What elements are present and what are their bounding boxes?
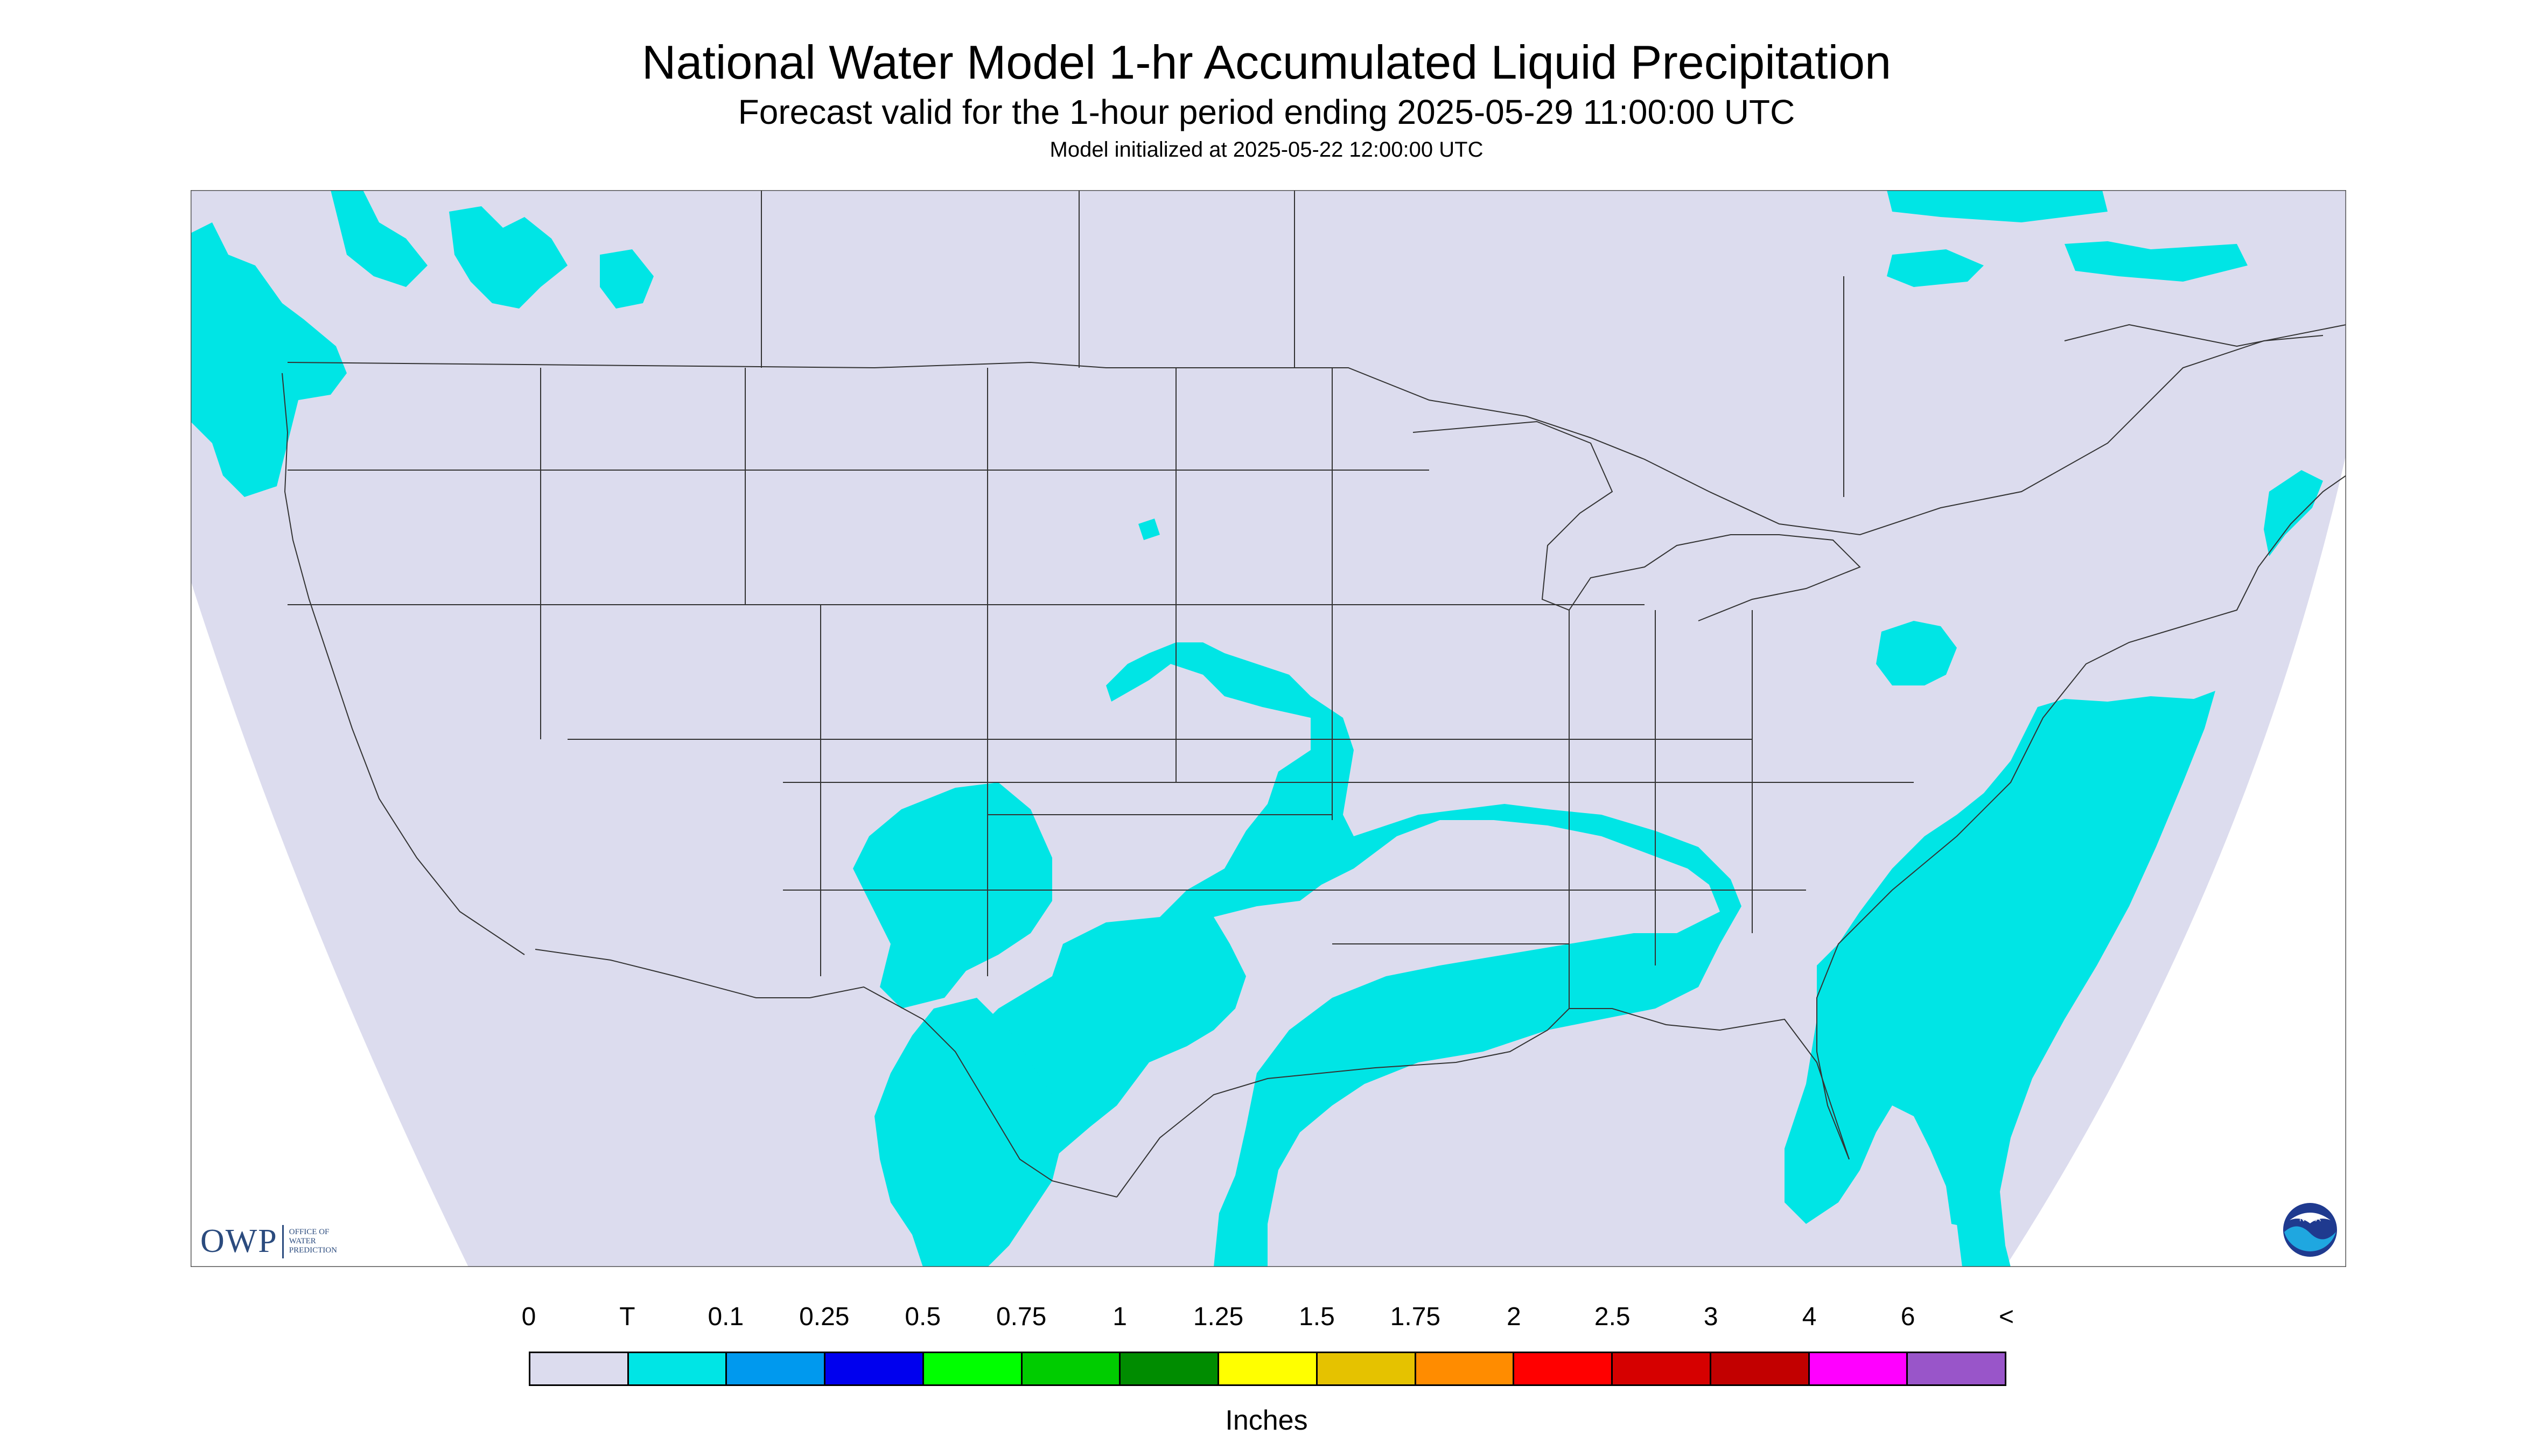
legend-tick-label: 2 <box>1460 1302 1568 1332</box>
legend-tick-label: 0.75 <box>968 1302 1075 1332</box>
legend-swatch <box>1023 1353 1121 1384</box>
legend-swatch <box>1613 1353 1711 1384</box>
legend-tick-label: 3 <box>1657 1302 1765 1332</box>
legend-tick-label: 0 <box>475 1302 583 1332</box>
legend-colorbar <box>529 1352 2006 1386</box>
owp-logo-subtext: OFFICE OF WATER PREDICTION <box>289 1228 337 1255</box>
legend-swatch <box>629 1353 727 1384</box>
legend-swatch <box>1711 1353 1810 1384</box>
legend-tick-label: 0.5 <box>869 1302 977 1332</box>
legend-tick-label: 2.5 <box>1558 1302 1666 1332</box>
legend-tick-label: T <box>573 1302 681 1332</box>
legend-tick-label: 0.25 <box>771 1302 878 1332</box>
legend-swatch <box>1318 1353 1416 1384</box>
svg-text:NOAA: NOAA <box>2299 1214 2321 1223</box>
model-init-line: Model initialized at 2025-05-22 12:00:00… <box>0 137 2533 163</box>
legend-tick-label: 1.5 <box>1263 1302 1370 1332</box>
legend-swatch <box>924 1353 1023 1384</box>
legend-swatch <box>825 1353 924 1384</box>
legend-swatch <box>1121 1353 1219 1384</box>
legend-swatch <box>727 1353 825 1384</box>
owp-logo-text: OWP <box>200 1222 278 1261</box>
noaa-logo: NOAA <box>2282 1202 2338 1258</box>
legend-swatch <box>1908 1353 2005 1384</box>
legend-tick-label: 1.75 <box>1361 1302 1469 1332</box>
owp-logo-divider <box>282 1225 284 1258</box>
legend-swatch <box>530 1353 629 1384</box>
chart-subtitle: Forecast valid for the 1-hour period end… <box>0 92 2533 132</box>
chart-title: National Water Model 1-hr Accumulated Li… <box>0 36 2533 89</box>
legend-swatch <box>1810 1353 1908 1384</box>
precipitation-map <box>191 190 2346 1267</box>
legend-swatch <box>1219 1353 1318 1384</box>
legend-tick-label: 4 <box>1755 1302 1863 1332</box>
legend-tick-label: 0.1 <box>672 1302 780 1332</box>
legend-tick-label: 1.25 <box>1165 1302 1272 1332</box>
owp-logo: OWP OFFICE OF WATER PREDICTION <box>200 1222 337 1261</box>
legend-tick-label: < <box>1953 1302 2060 1332</box>
legend-tick-label: 6 <box>1854 1302 1962 1332</box>
legend-tick-label: 1 <box>1066 1302 1174 1332</box>
legend-swatch <box>1416 1353 1515 1384</box>
legend-units: Inches <box>0 1404 2533 1437</box>
legend-swatch <box>1514 1353 1613 1384</box>
